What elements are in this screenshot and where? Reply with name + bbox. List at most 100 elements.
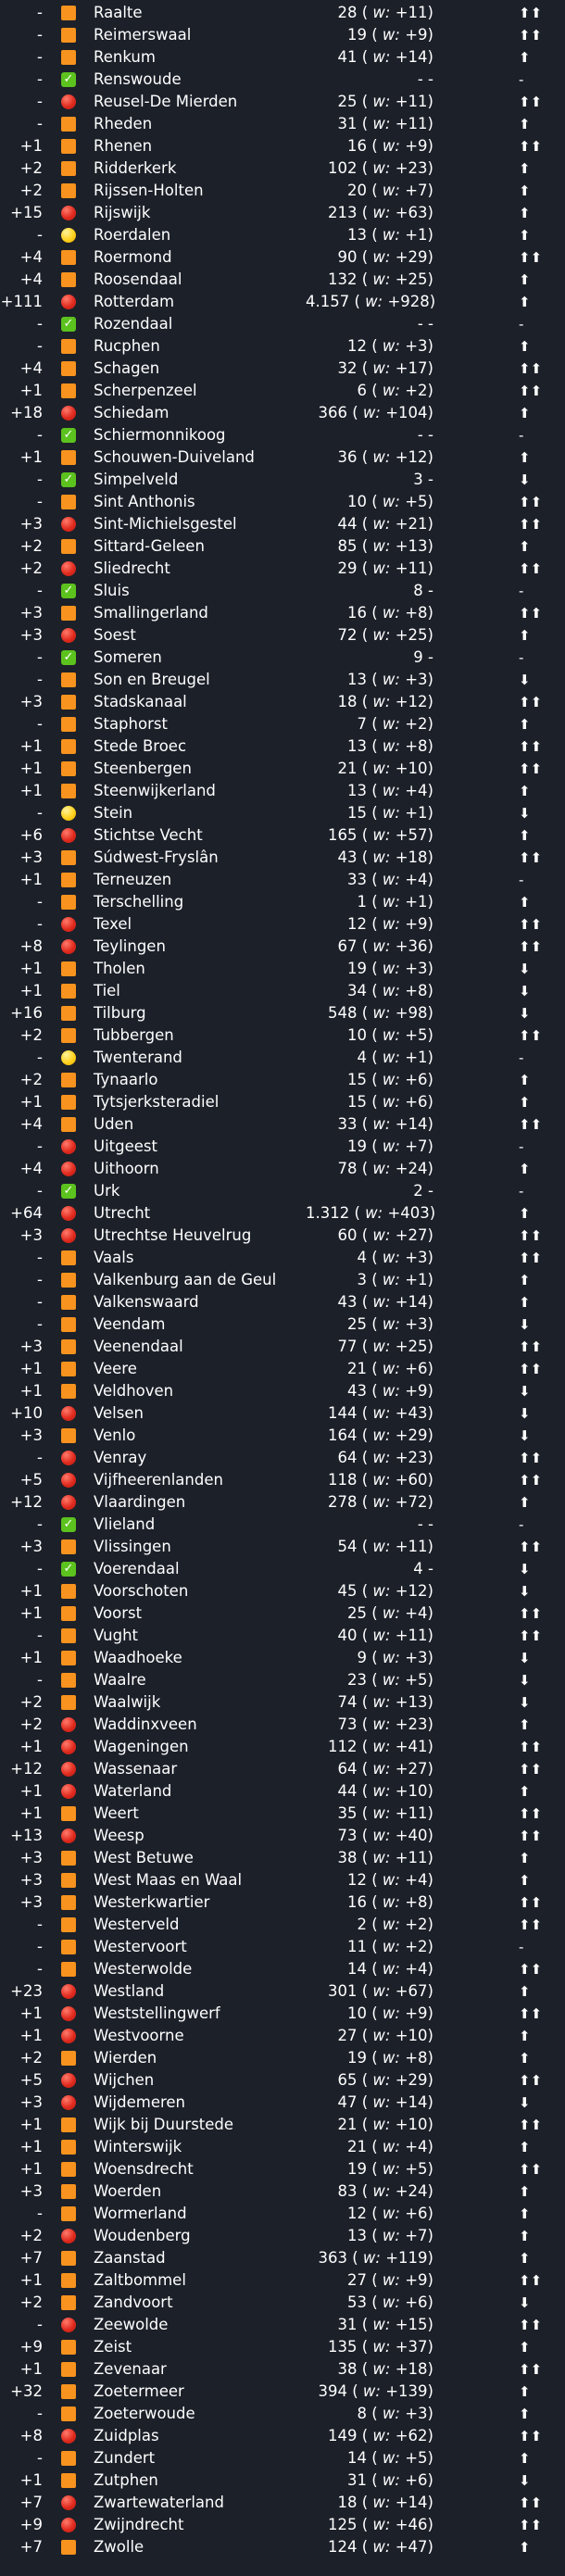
orange-square-icon <box>61 2273 76 2288</box>
double-up-arrow-icon: ⬆⬆ <box>519 494 543 510</box>
rank-change: - <box>37 2449 43 2467</box>
table-row: +4 Uden 33 ( w: +14) ⬆⬆ <box>0 1113 565 1136</box>
orange-square-icon <box>61 2206 76 2221</box>
red-circle-icon <box>61 1451 76 1465</box>
orange-square-icon <box>61 695 76 710</box>
case-count: 33 ( w: +4) <box>346 871 433 888</box>
case-count: 27 ( w: +9) <box>346 2271 433 2289</box>
orange-square-icon <box>61 1028 76 1043</box>
municipality-name: Waadhoeke <box>94 1649 182 1666</box>
orange-square-icon <box>61 1651 76 1665</box>
municipality-name: Terneuzen <box>94 871 172 888</box>
case-count: 20 ( w: +7) <box>346 182 433 199</box>
municipality-name: Westervoort <box>94 1938 187 1955</box>
dash-icon: - <box>519 1049 524 1066</box>
up-arrow-icon: ⬆ <box>519 405 531 421</box>
municipality-name: Veere <box>94 1360 137 1377</box>
case-count: 34 ( w: +8) <box>346 982 433 999</box>
table-row: +2 Sittard-Geleen 85 ( w: +13) ⬆ <box>0 535 565 558</box>
rank-change: - <box>37 4 43 21</box>
rank-change: - <box>37 715 43 733</box>
rank-change: - <box>37 2405 43 2422</box>
rank-change: - <box>37 1249 43 1266</box>
municipality-name: Wierden <box>94 2049 157 2067</box>
up-arrow-icon: ⬆ <box>519 1494 531 1511</box>
case-count: 4 - <box>413 1560 433 1577</box>
red-circle-icon <box>61 1828 76 1843</box>
table-row: +64 Utrecht 1.312 ( w: +403) ⬆ <box>0 1202 565 1225</box>
orange-square-icon <box>61 1917 76 1932</box>
orange-square-icon <box>61 183 76 198</box>
case-count: 18 ( w: +14) <box>337 2494 433 2511</box>
down-arrow-icon: ⬇ <box>519 1583 531 1600</box>
rank-change: +1 <box>19 448 43 466</box>
rank-change: +3 <box>19 626 43 644</box>
table-row: - ✓ Sluis 8 - - <box>0 580 565 602</box>
orange-square-icon <box>61 1295 76 1310</box>
case-count: 41 ( w: +14) <box>337 48 433 66</box>
case-count: 73 ( w: +40) <box>337 1827 433 1844</box>
case-count: 54 ( w: +11) <box>337 1538 433 1555</box>
table-row: +2 Sliedrecht 29 ( w: +11) ⬆⬆ <box>0 558 565 580</box>
rank-change: - <box>37 1137 43 1155</box>
red-circle-icon <box>61 1717 76 1732</box>
table-row: - ✓ Rozendaal - - - <box>0 313 565 335</box>
rank-change: +1 <box>19 1649 43 1666</box>
orange-square-icon <box>61 2540 76 2555</box>
rank-change: +9 <box>19 2516 43 2533</box>
municipality-name: Sliedrecht <box>94 559 170 577</box>
case-count: 31 ( w: +11) <box>337 115 433 132</box>
table-row: +3 Veenendaal 77 ( w: +25) ⬆⬆ <box>0 1336 565 1358</box>
up-arrow-icon: ⬆ <box>519 2539 531 2556</box>
rank-change: - <box>37 1938 43 1955</box>
dash-icon: - <box>519 583 524 599</box>
municipality-name: Waterland <box>94 1782 172 1800</box>
case-count: 13 ( w: +4) <box>346 782 433 799</box>
orange-square-icon <box>61 1962 76 1977</box>
rank-change: +2 <box>19 182 43 199</box>
case-count: 38 ( w: +18) <box>337 2360 433 2378</box>
case-count: 73 ( w: +23) <box>337 1715 433 1733</box>
table-row: +3 Vlissingen 54 ( w: +11) ⬆⬆ <box>0 1536 565 1558</box>
case-count: 15 ( w: +1) <box>346 804 433 822</box>
rank-change: - <box>37 226 43 244</box>
down-arrow-icon: ⬇ <box>519 1316 531 1333</box>
red-circle-icon <box>61 939 76 954</box>
case-count: 29 ( w: +11) <box>337 559 433 577</box>
red-circle-icon <box>61 1495 76 1510</box>
rank-change: +2 <box>19 1715 43 1733</box>
table-row: - Rheden 31 ( w: +11) ⬆ <box>0 113 565 135</box>
table-row: - Raalte 28 ( w: +11) ⬆⬆ <box>0 2 565 24</box>
orange-square-icon <box>61 2384 76 2399</box>
double-up-arrow-icon: ⬆⬆ <box>519 560 543 577</box>
dash-icon: - <box>519 1939 524 1955</box>
rank-change: +3 <box>19 2093 43 2111</box>
case-count: 36 ( w: +12) <box>337 448 433 466</box>
table-row: +2 Waddinxveen 73 ( w: +23) ⬆ <box>0 1714 565 1736</box>
dash-icon: - <box>519 427 524 444</box>
municipality-name: Wijchen <box>94 2071 155 2089</box>
rank-change: - <box>37 915 43 933</box>
rank-change: - <box>37 1515 43 1533</box>
table-row: - Renkum 41 ( w: +14) ⬆ <box>0 46 565 69</box>
table-row: +1 Voorschoten 45 ( w: +12) ⬇ <box>0 1580 565 1602</box>
green-check-icon: ✓ <box>61 1184 76 1199</box>
table-row: - ✓ Urk 2 - - <box>0 1180 565 1202</box>
case-count: 15 ( w: +6) <box>346 1093 433 1111</box>
municipality-name: Wijdemeren <box>94 2093 185 2111</box>
table-row: +1 Waadhoeke 9 ( w: +3) ⬇ <box>0 1647 565 1669</box>
table-row: +3 Sint-Michielsgestel 44 ( w: +21) ⬆⬆ <box>0 513 565 535</box>
case-count: 16 ( w: +9) <box>346 137 433 155</box>
orange-square-icon <box>61 1362 76 1376</box>
case-count: 164 ( w: +29) <box>328 1426 433 1444</box>
municipality-name: Vlissingen <box>94 1538 171 1555</box>
table-row: +23 Westland 301 ( w: +67) ⬆ <box>0 1980 565 2003</box>
table-row: +7 Zwartewaterland 18 ( w: +14) ⬆⬆ <box>0 2492 565 2514</box>
table-row: +1 Weert 35 ( w: +11) ⬆⬆ <box>0 1803 565 1825</box>
double-up-arrow-icon: ⬆⬆ <box>519 1450 543 1466</box>
municipality-name: Zwartewaterland <box>94 2494 224 2511</box>
case-count: 43 ( w: +14) <box>337 1293 433 1311</box>
up-arrow-icon: ⬆ <box>519 1783 531 1800</box>
rank-change: - <box>37 1916 43 1933</box>
case-count: 16 ( w: +8) <box>346 1893 433 1911</box>
